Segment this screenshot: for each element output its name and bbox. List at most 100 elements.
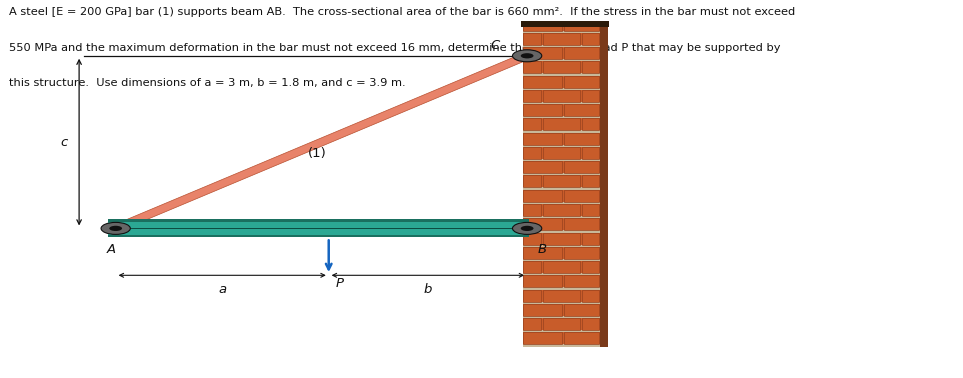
Bar [543,61,580,73]
Bar [582,204,599,216]
Text: B: B [538,243,547,256]
Bar [524,290,541,302]
Bar [523,145,600,147]
Bar [582,290,599,302]
Bar [564,76,599,88]
Circle shape [521,53,534,59]
Text: (1): (1) [307,147,326,160]
Bar [582,147,599,159]
Circle shape [521,226,534,231]
Bar [523,173,600,175]
Bar [524,261,541,273]
Polygon shape [110,54,534,230]
Bar [524,247,562,259]
Bar [524,147,541,159]
Bar [582,61,599,73]
Bar [109,235,529,237]
Bar [524,175,541,187]
Bar [523,59,600,61]
Bar [543,90,580,102]
Bar [524,133,562,145]
Bar [543,175,580,187]
Text: a: a [219,283,226,296]
Bar [523,88,600,90]
Bar [543,204,580,216]
Bar [524,90,541,102]
Bar [523,216,600,218]
Bar [524,161,562,173]
Bar [564,104,599,116]
Text: C: C [490,39,500,52]
Bar [582,318,599,330]
Bar [109,219,529,222]
Bar [524,47,562,59]
Bar [524,33,541,45]
Bar [523,245,600,247]
Text: c: c [60,136,67,149]
Bar [524,190,562,202]
Bar [523,259,600,261]
Bar [564,304,599,316]
Bar [523,287,600,290]
Circle shape [512,222,542,234]
Circle shape [101,222,130,234]
Bar [524,332,562,344]
Bar [524,304,562,316]
Bar [524,104,562,116]
Text: b: b [424,283,432,296]
Bar [523,73,600,76]
Bar [523,102,600,104]
Bar [582,261,599,273]
Bar [523,116,600,118]
Bar [543,290,580,302]
Bar [524,232,541,245]
Text: 550 MPa and the maximum deformation in the bar must not exceed 16 mm, determine : 550 MPa and the maximum deformation in t… [9,43,780,53]
Bar [524,218,562,230]
Bar [564,275,599,287]
Bar [523,344,600,347]
Bar [524,61,541,73]
Bar [543,261,580,273]
Bar [564,247,599,259]
Bar [564,218,599,230]
Bar [523,330,600,332]
Bar [543,232,580,245]
Bar [564,332,599,344]
Bar [564,133,599,145]
Bar [564,47,599,59]
Bar [582,118,599,130]
Bar [524,204,541,216]
Bar [523,230,600,232]
Text: P: P [336,277,344,290]
Bar [523,22,600,347]
Bar [523,202,600,204]
Bar [564,190,599,202]
Bar [543,147,580,159]
Bar [523,302,600,304]
Bar [543,118,580,130]
Bar [523,316,600,318]
Bar [109,219,529,237]
Bar [582,33,599,45]
Circle shape [512,50,542,62]
Bar [523,130,600,133]
Bar [523,31,600,33]
Text: A steel [E = 200 GPa] bar (1) supports beam AB.  The cross-sectional area of the: A steel [E = 200 GPa] bar (1) supports b… [9,7,794,17]
Bar [523,273,600,275]
Bar [523,159,600,161]
Bar [524,275,562,287]
Bar [524,118,541,130]
Text: A: A [107,243,116,256]
Bar [521,21,610,26]
Text: this structure.  Use dimensions of a = 3 m, b = 1.8 m, and c = 3.9 m.: this structure. Use dimensions of a = 3 … [9,78,405,88]
Bar [600,22,608,347]
Bar [524,76,562,88]
Bar [543,33,580,45]
Bar [523,187,600,190]
Bar [543,318,580,330]
Bar [582,90,599,102]
Bar [523,45,600,47]
Bar [524,22,562,31]
Bar [582,232,599,245]
Bar [564,22,599,31]
